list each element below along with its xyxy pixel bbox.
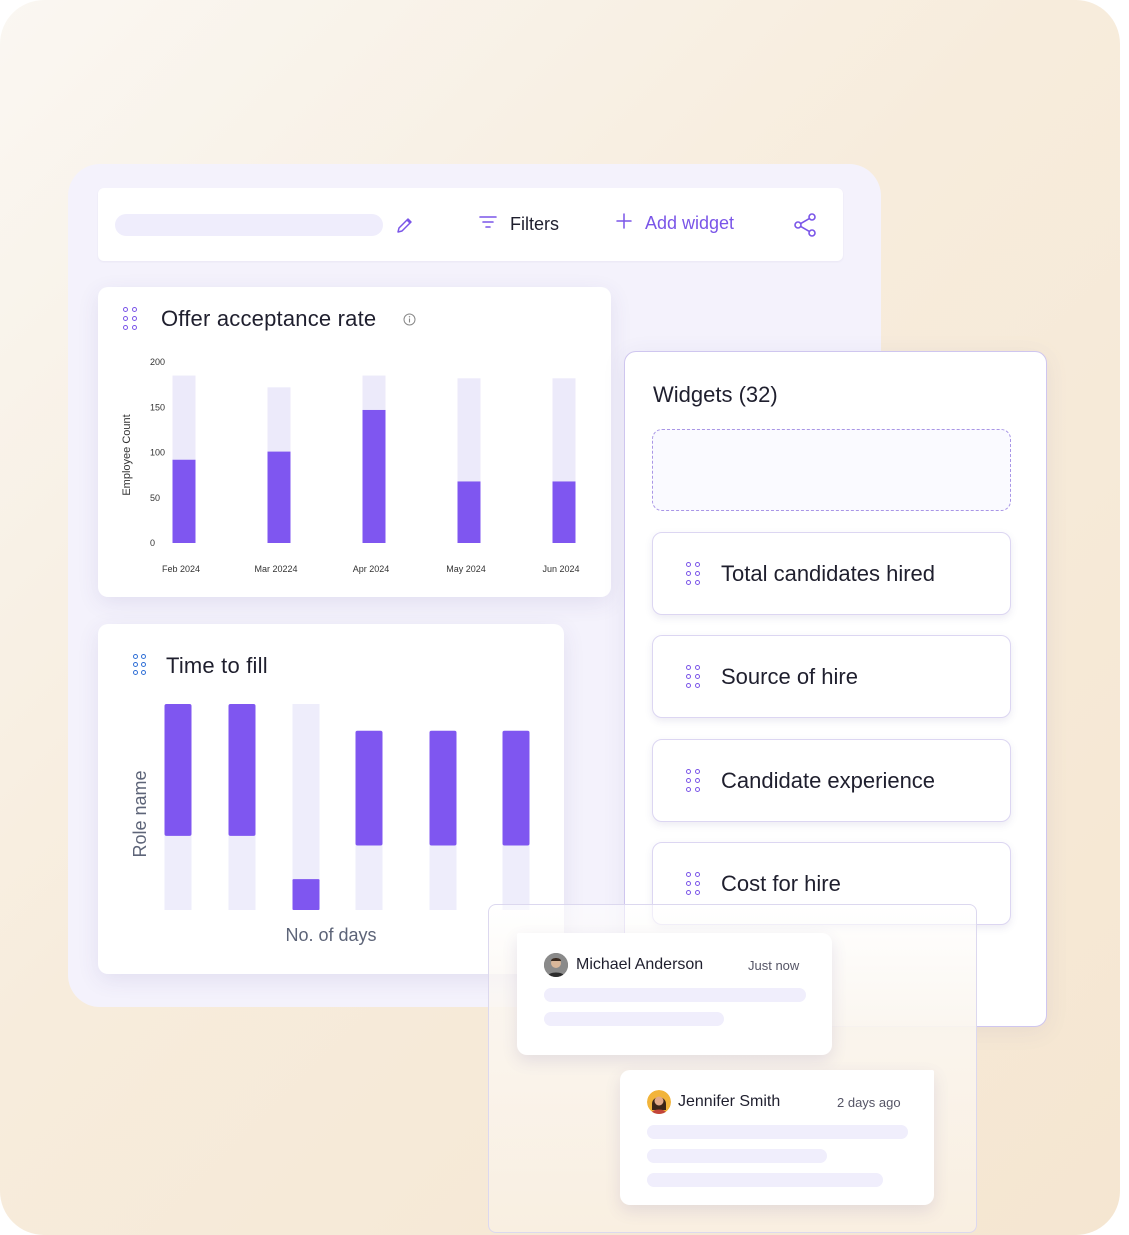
dashboard-title-placeholder[interactable] xyxy=(115,214,383,236)
comment-text-placeholder xyxy=(544,1012,724,1026)
comment-text-placeholder xyxy=(647,1173,883,1187)
y-tick-label: 150 xyxy=(150,402,165,412)
offer-acceptance-card: Offer acceptance rate 0 50 100 150 200 Employ… xyxy=(98,287,611,597)
widget-item-label: Cost for hire xyxy=(721,870,841,896)
bar xyxy=(429,730,457,846)
comment-text-placeholder xyxy=(544,988,806,1002)
info-icon[interactable] xyxy=(403,313,416,331)
widget-item-label: Source of hire xyxy=(721,663,858,689)
comments-panel: Michael Anderson Just now Jennifer Smith… xyxy=(488,904,977,1233)
x-tick-label: Apr 2024 xyxy=(353,564,390,574)
widgets-title: Widgets (32) xyxy=(653,382,778,407)
bar xyxy=(267,451,291,543)
bar xyxy=(355,730,383,846)
widget-item-label: Candidate experience xyxy=(721,767,936,793)
widgets-panel: Widgets (32) Total candidates hired Sour… xyxy=(624,351,1047,1027)
y-tick-label: 100 xyxy=(150,448,165,458)
offer-acceptance-chart: 0 50 100 150 200 Employee Count Feb 2024 Mar 20… xyxy=(121,357,580,574)
filters-button[interactable]: Filters xyxy=(478,212,559,237)
bar xyxy=(292,879,320,910)
widget-item-source-of-hire[interactable]: Source of hire xyxy=(652,635,1011,718)
bar xyxy=(552,481,576,543)
widget-item-total-candidates-hired[interactable]: Total candidates hired xyxy=(652,532,1011,615)
share-icon[interactable] xyxy=(792,212,818,243)
offer-card-title: Offer acceptance rate xyxy=(161,306,377,331)
comment-time: Just now xyxy=(748,958,800,973)
bar-track xyxy=(292,704,320,910)
y-axis-label: Employee Count xyxy=(121,414,133,495)
y-tick-label: 200 xyxy=(150,357,165,367)
time-to-fill-chart: Role name No. of days xyxy=(130,704,530,945)
add-widget-label: Add widget xyxy=(645,213,735,233)
y-tick-label: 0 xyxy=(150,538,155,548)
filters-label: Filters xyxy=(510,214,559,234)
bar xyxy=(164,704,192,836)
comment-text-placeholder xyxy=(647,1125,908,1139)
bar xyxy=(362,409,386,543)
dashboard-toolbar: Filters Add widget xyxy=(98,188,843,261)
bar xyxy=(502,730,530,846)
widget-item-candidate-experience[interactable]: Candidate experience xyxy=(652,739,1011,822)
edit-icon[interactable] xyxy=(395,215,415,240)
widget-item-label: Total candidates hired xyxy=(721,560,936,586)
x-axis-label: No. of days xyxy=(285,925,376,945)
x-tick-label: Mar 20224 xyxy=(254,564,297,574)
comment-author: Michael Anderson xyxy=(576,956,704,973)
filter-icon xyxy=(478,212,498,237)
add-widget-button[interactable]: Add widget xyxy=(615,212,734,235)
y-axis-label: Role name xyxy=(130,770,150,857)
ttf-card-title: Time to fill xyxy=(166,653,268,678)
avatar xyxy=(647,1090,671,1114)
widget-drop-zone[interactable] xyxy=(652,429,1011,511)
bar xyxy=(172,459,196,543)
bar xyxy=(457,481,481,543)
comment-bubble[interactable]: Jennifer Smith 2 days ago xyxy=(620,1070,934,1205)
comment-text-placeholder xyxy=(647,1149,827,1163)
x-tick-label: May 2024 xyxy=(446,564,486,574)
time-to-fill-card: Time to fill Role name No. of days xyxy=(98,624,564,974)
comment-bubble[interactable]: Michael Anderson Just now xyxy=(517,933,832,1055)
avatar xyxy=(544,953,568,977)
x-tick-label: Feb 2024 xyxy=(162,564,200,574)
y-tick-label: 50 xyxy=(150,493,160,503)
bar xyxy=(228,704,256,836)
plus-icon xyxy=(615,212,633,235)
comment-author: Jennifer Smith xyxy=(678,1093,781,1110)
comment-time: 2 days ago xyxy=(837,1095,901,1110)
x-tick-label: Jun 2024 xyxy=(542,564,579,574)
